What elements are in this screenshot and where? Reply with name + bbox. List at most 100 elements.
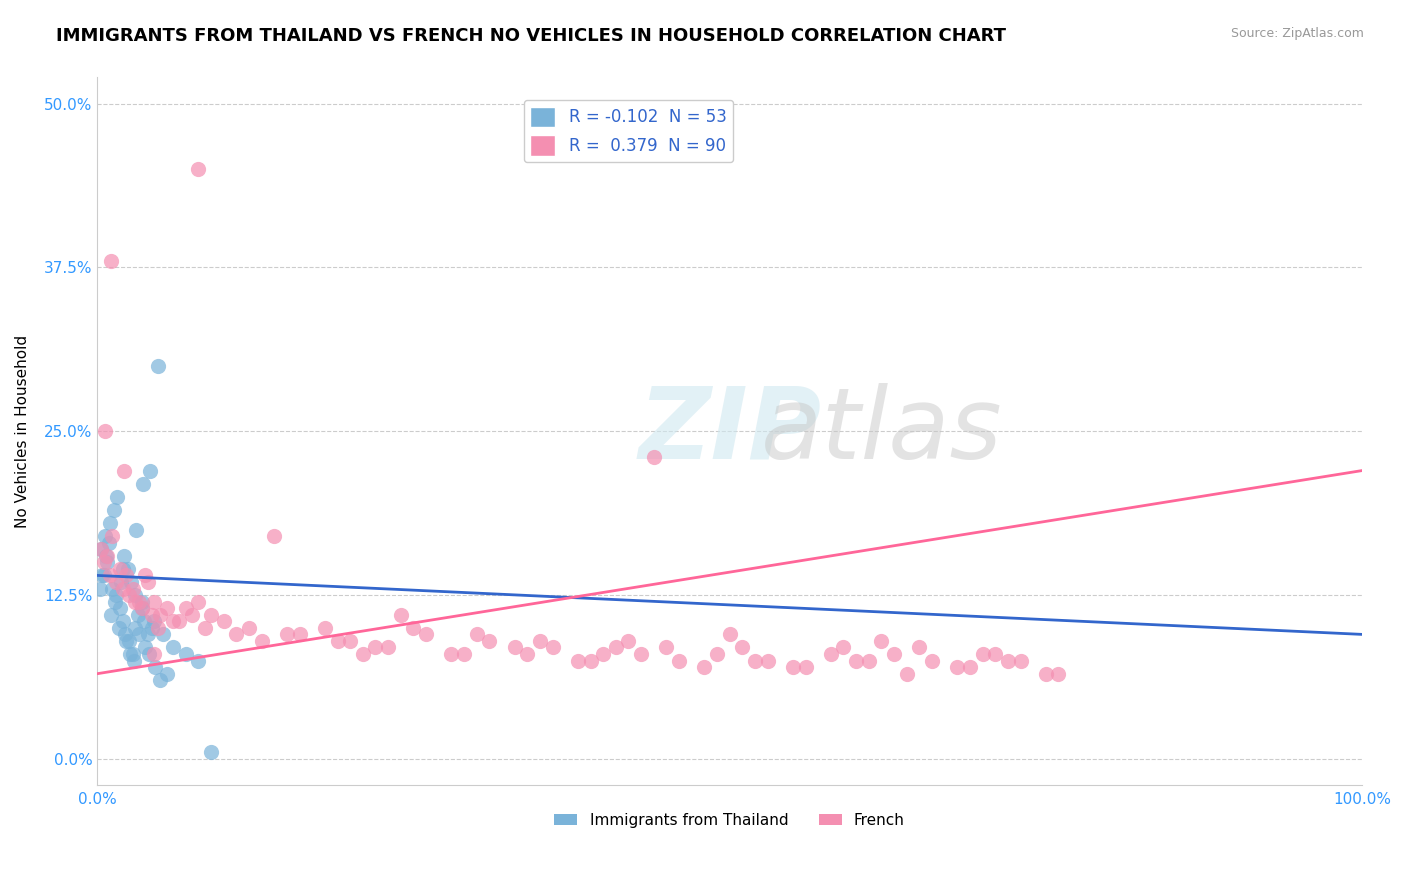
Point bbox=[731, 640, 754, 655]
Point bbox=[112, 464, 135, 478]
Point bbox=[118, 634, 141, 648]
Point bbox=[377, 640, 399, 655]
Point bbox=[453, 647, 475, 661]
Point bbox=[124, 594, 146, 608]
Point bbox=[794, 660, 817, 674]
Text: atlas: atlas bbox=[761, 383, 1002, 480]
Point bbox=[352, 647, 374, 661]
Point bbox=[143, 647, 166, 661]
Point bbox=[194, 621, 217, 635]
Point bbox=[579, 654, 602, 668]
Point bbox=[105, 588, 128, 602]
Point bbox=[187, 162, 209, 177]
Point bbox=[93, 568, 115, 582]
Point bbox=[118, 588, 141, 602]
Point bbox=[529, 634, 551, 648]
Point bbox=[744, 654, 766, 668]
Point bbox=[141, 607, 163, 622]
Point bbox=[122, 654, 145, 668]
Point bbox=[152, 627, 174, 641]
Point bbox=[111, 582, 134, 596]
Point bbox=[592, 647, 614, 661]
Point bbox=[112, 549, 135, 563]
Legend: Immigrants from Thailand, French: Immigrants from Thailand, French bbox=[548, 807, 911, 834]
Point bbox=[127, 607, 149, 622]
Point bbox=[832, 640, 855, 655]
Point bbox=[132, 615, 155, 629]
Point bbox=[124, 588, 146, 602]
Point bbox=[567, 654, 589, 668]
Point bbox=[314, 621, 336, 635]
Point bbox=[782, 660, 804, 674]
Point bbox=[288, 627, 311, 641]
Point bbox=[125, 523, 148, 537]
Point bbox=[115, 568, 138, 582]
Point bbox=[107, 621, 129, 635]
Point bbox=[706, 647, 728, 661]
Point bbox=[655, 640, 678, 655]
Point bbox=[105, 574, 128, 589]
Point bbox=[98, 568, 121, 582]
Point bbox=[959, 660, 981, 674]
Point bbox=[946, 660, 969, 674]
Point bbox=[896, 666, 918, 681]
Point bbox=[200, 745, 222, 759]
Point bbox=[94, 549, 117, 563]
Point bbox=[115, 634, 138, 648]
Point bbox=[91, 568, 114, 582]
Point bbox=[120, 647, 142, 661]
Point bbox=[908, 640, 931, 655]
Point bbox=[997, 654, 1019, 668]
Point bbox=[110, 574, 132, 589]
Point bbox=[984, 647, 1007, 661]
Point bbox=[402, 621, 425, 635]
Point bbox=[94, 424, 117, 438]
Point bbox=[465, 627, 488, 641]
Point bbox=[108, 562, 131, 576]
Point bbox=[339, 634, 361, 648]
Point bbox=[146, 621, 169, 635]
Point bbox=[124, 621, 146, 635]
Point bbox=[121, 647, 143, 661]
Point bbox=[921, 654, 943, 668]
Point bbox=[174, 601, 197, 615]
Point bbox=[668, 654, 690, 668]
Point bbox=[107, 490, 129, 504]
Point bbox=[149, 673, 172, 688]
Point bbox=[131, 601, 153, 615]
Point bbox=[693, 660, 716, 674]
Point bbox=[972, 647, 994, 661]
Point bbox=[90, 542, 112, 557]
Point bbox=[756, 654, 779, 668]
Point bbox=[136, 574, 159, 589]
Point bbox=[97, 535, 120, 549]
Point bbox=[440, 647, 463, 661]
Point bbox=[136, 627, 159, 641]
Point bbox=[503, 640, 526, 655]
Point bbox=[200, 607, 222, 622]
Point bbox=[1010, 654, 1032, 668]
Point bbox=[643, 450, 665, 465]
Point bbox=[617, 634, 640, 648]
Point bbox=[120, 574, 142, 589]
Point bbox=[101, 529, 124, 543]
Point bbox=[187, 594, 209, 608]
Point bbox=[141, 621, 163, 635]
Point bbox=[478, 634, 501, 648]
Point bbox=[145, 660, 167, 674]
Point bbox=[276, 627, 298, 641]
Point bbox=[117, 562, 139, 576]
Point bbox=[225, 627, 247, 641]
Point bbox=[146, 359, 169, 373]
Point bbox=[156, 666, 179, 681]
Point bbox=[103, 503, 125, 517]
Point bbox=[162, 615, 184, 629]
Point bbox=[134, 568, 156, 582]
Point bbox=[162, 640, 184, 655]
Point bbox=[138, 647, 160, 661]
Point bbox=[121, 582, 143, 596]
Y-axis label: No Vehicles in Household: No Vehicles in Household bbox=[15, 334, 30, 528]
Point bbox=[187, 654, 209, 668]
Point bbox=[250, 634, 273, 648]
Point bbox=[131, 594, 153, 608]
